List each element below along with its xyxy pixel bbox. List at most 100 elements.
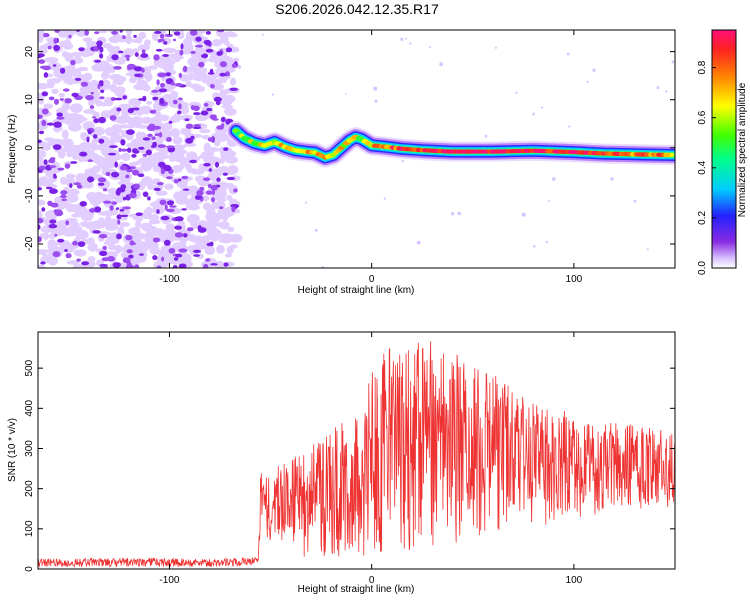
noise-blob (185, 163, 192, 171)
noise-blob (211, 197, 215, 203)
noise-blob (190, 50, 196, 54)
noise-blob (50, 202, 59, 208)
noise-blob (152, 141, 158, 148)
noise-blob (111, 54, 119, 61)
noise-blob (91, 220, 106, 230)
noise-blob (65, 194, 79, 203)
noise-blob (182, 65, 188, 73)
noise-speck (405, 37, 408, 40)
noise-blob (178, 103, 182, 110)
noise-blob (108, 192, 119, 199)
noise-blob (83, 181, 94, 189)
noise-blob (73, 182, 81, 186)
noise-blob (199, 186, 205, 191)
noise-blob (217, 208, 226, 217)
noise-blob (166, 176, 173, 180)
noise-blob (201, 134, 210, 140)
noise-speck (314, 228, 318, 232)
y-tick-label: 300 (24, 440, 35, 457)
noise-blob (49, 219, 57, 224)
noise-blob (43, 103, 53, 110)
noise-blob (221, 123, 225, 127)
noise-blob (98, 182, 105, 186)
noise-blob (192, 249, 202, 253)
noise-blob (61, 138, 74, 148)
noise-blob (117, 57, 125, 65)
noise-blob (152, 96, 159, 101)
noise-blob (126, 169, 133, 173)
noise-blob (138, 98, 146, 101)
noise-blob (122, 95, 127, 100)
noise-blob (192, 126, 202, 130)
noise-blob (51, 88, 59, 95)
noise-blob (109, 205, 114, 211)
noise-blob (103, 161, 115, 169)
noise-blob (100, 101, 108, 107)
noise-blob (193, 124, 202, 128)
snr-series (38, 341, 675, 568)
noise-blob (137, 173, 145, 178)
noise-blob (109, 145, 118, 149)
noise-blob (162, 54, 169, 57)
signal-ridge (226, 121, 675, 168)
noise-blob (189, 159, 198, 164)
noise-blob (156, 79, 160, 86)
noise-blob (200, 110, 209, 116)
y-tick-label: 0 (24, 145, 35, 151)
noise-blob (111, 124, 122, 132)
noise-blob (66, 188, 80, 196)
noise-blob (167, 97, 176, 107)
noise-blob (227, 33, 238, 38)
noise-blob (49, 188, 58, 194)
noise-blob (102, 188, 108, 192)
noise-blob (166, 200, 175, 206)
noise-blob (185, 204, 197, 210)
noise-blob (38, 30, 45, 38)
noise-blob (72, 240, 78, 246)
noise-speck (545, 240, 548, 244)
noise-blob (219, 61, 227, 68)
noise-blob (190, 83, 201, 90)
noise-blob (203, 177, 211, 181)
noise-blob (38, 139, 43, 144)
noise-blob (125, 30, 133, 35)
noise-blob (54, 30, 60, 33)
noise-blob (161, 256, 165, 262)
noise-blob (47, 239, 57, 249)
noise-blob (68, 34, 72, 39)
noise-blob (173, 152, 185, 163)
noise-blob (91, 139, 98, 145)
noise-blob (56, 116, 65, 120)
noise-speck (610, 177, 614, 181)
noise-blob (116, 107, 122, 112)
noise-blob (145, 149, 152, 156)
noise-blob (53, 209, 63, 214)
noise-blob (168, 248, 176, 254)
noise-speck (383, 197, 386, 200)
noise-blob (110, 97, 116, 101)
noise-blob (156, 265, 162, 268)
noise-blob (148, 219, 161, 225)
noise-blob (174, 216, 184, 222)
noise-blob (181, 43, 194, 51)
noise-blob (178, 248, 188, 253)
noise-speck (261, 33, 264, 36)
noise-blob (148, 123, 156, 128)
noise-blob (101, 63, 115, 74)
noise-blob (185, 80, 192, 87)
noise-blob (41, 249, 48, 257)
noise-blob (141, 156, 149, 162)
noise-blob (98, 211, 111, 216)
noise-blob (128, 254, 134, 259)
noise-blob (152, 255, 158, 261)
noise-blob (109, 115, 117, 121)
noise-blob (99, 96, 105, 100)
noise-speck (401, 160, 404, 163)
noise-blob (160, 215, 170, 221)
noise-blob (219, 89, 227, 99)
noise-blob (142, 137, 151, 141)
noise-speck (374, 99, 378, 103)
noise-speck (344, 93, 347, 95)
y-tick-label: 500 (24, 359, 35, 376)
